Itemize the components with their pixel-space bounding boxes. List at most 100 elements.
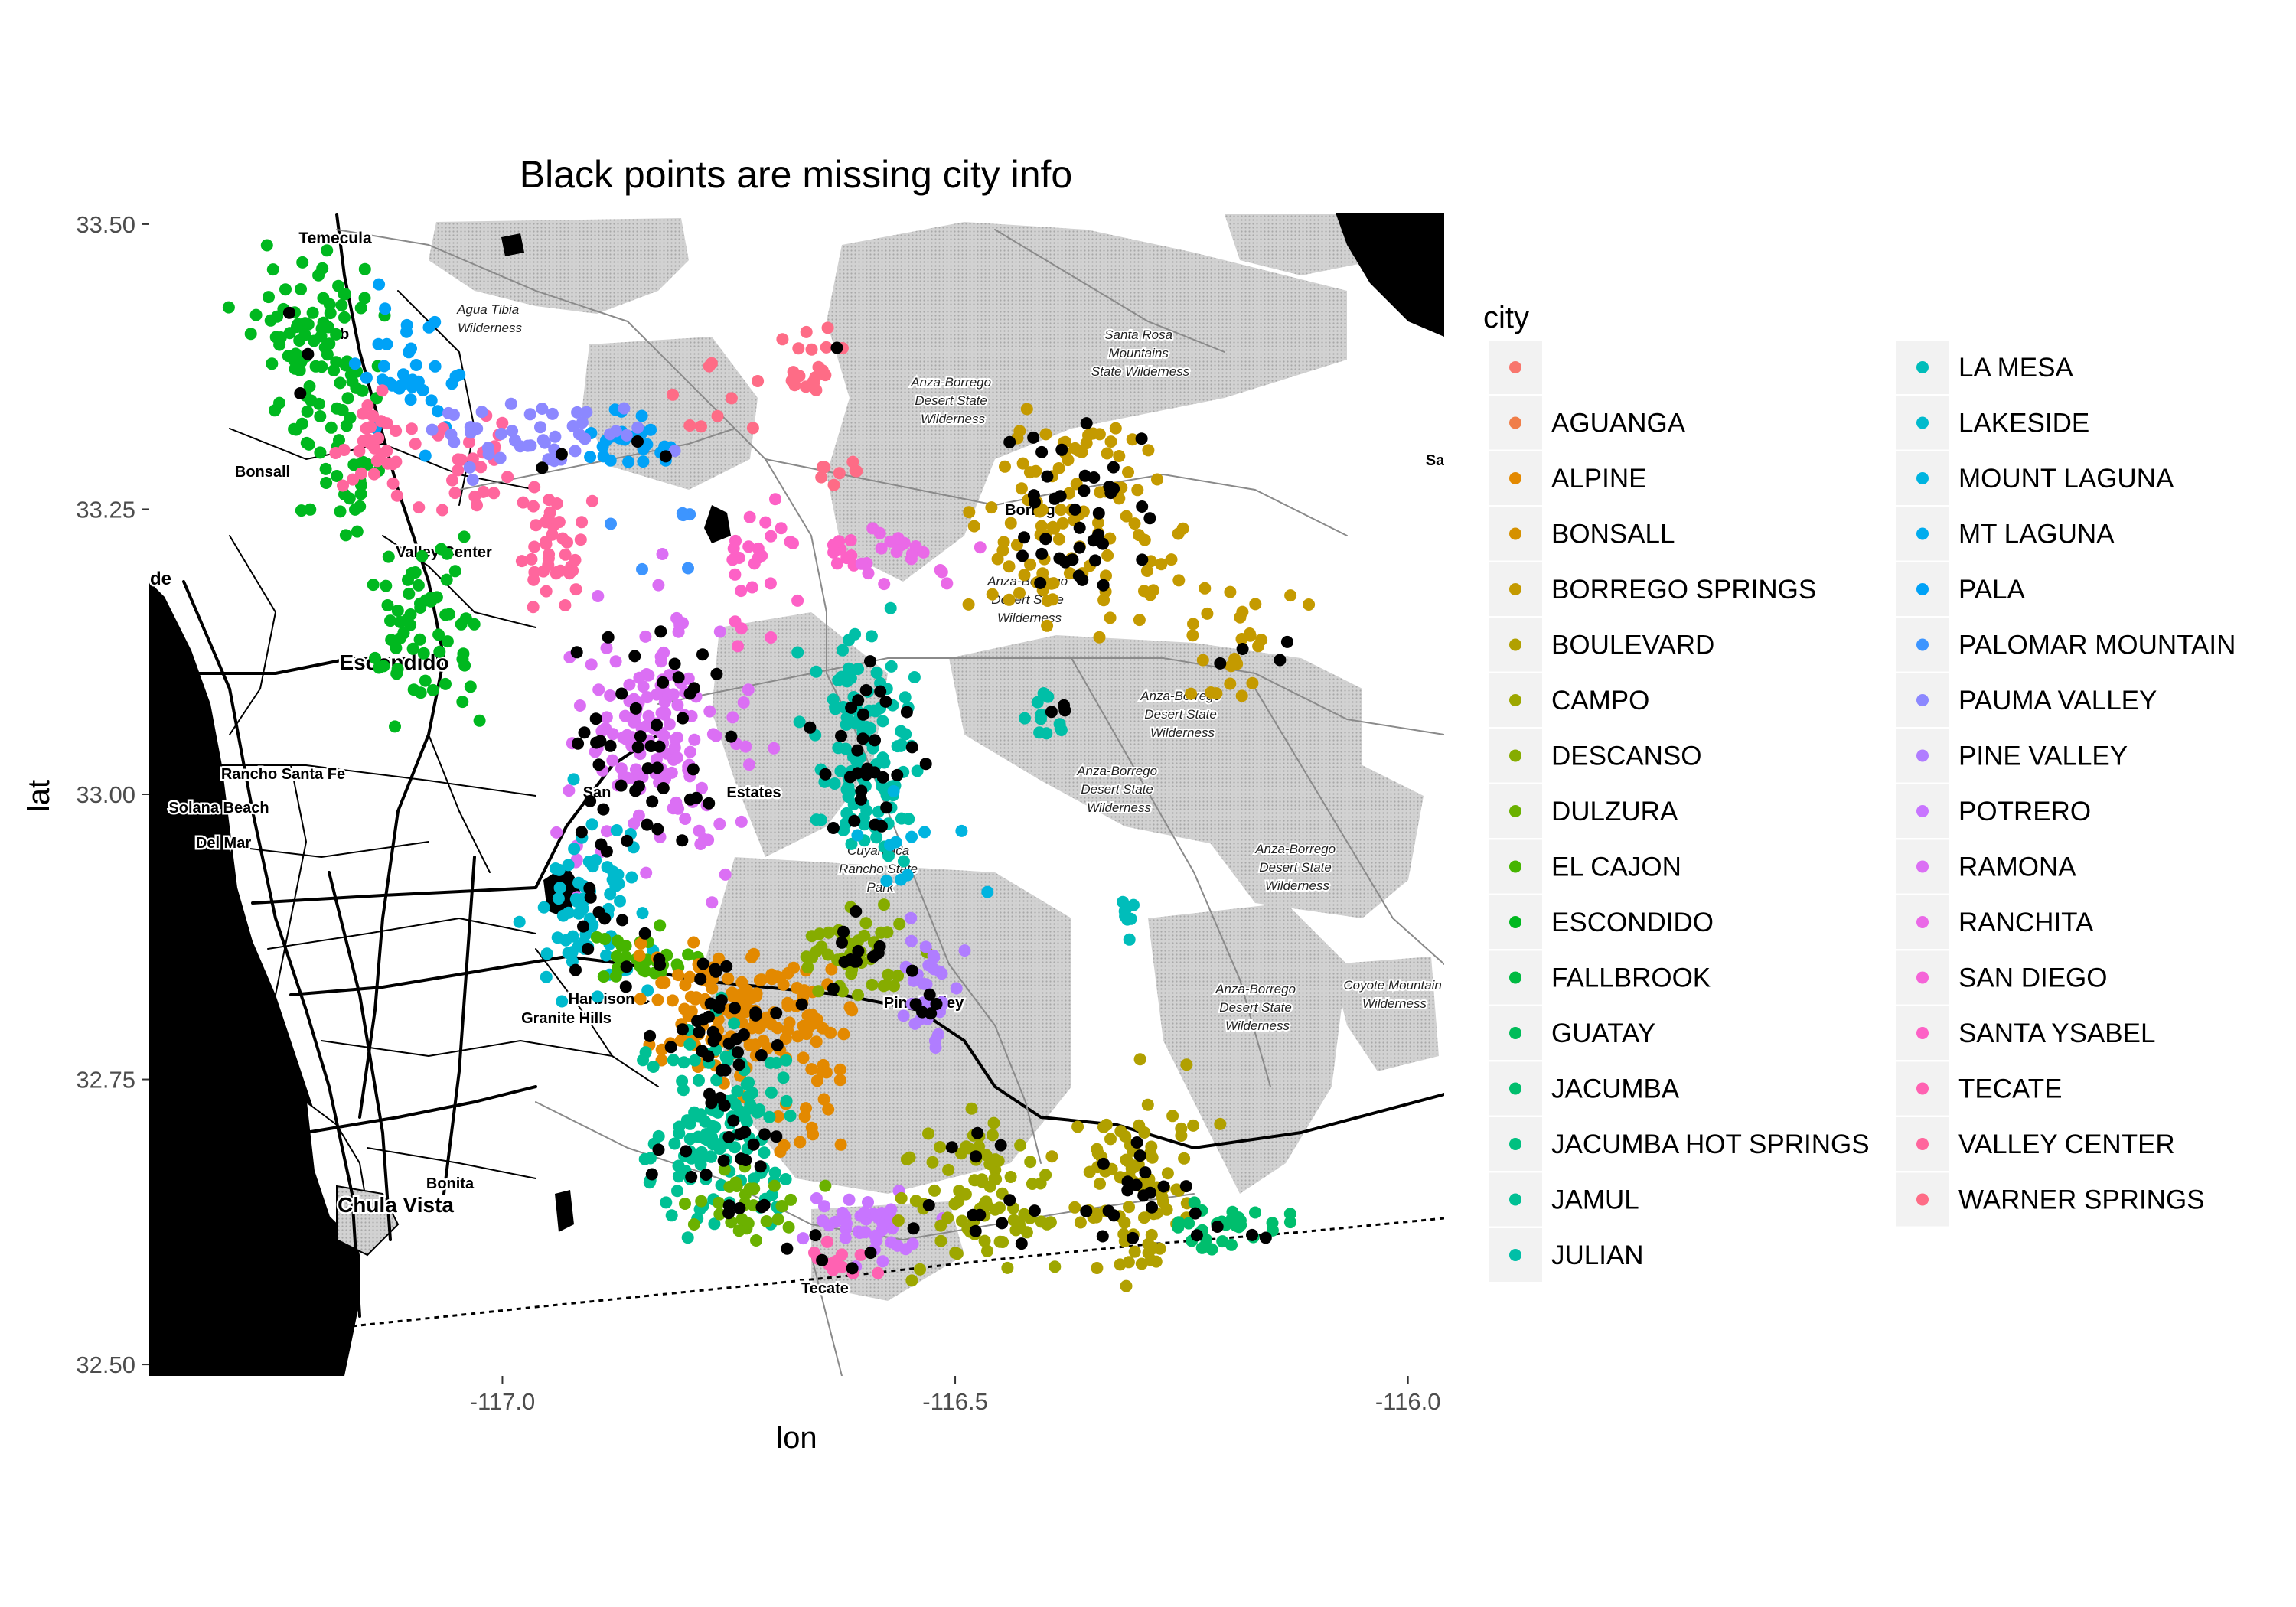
point-missing-city: [1259, 1231, 1272, 1244]
point-escondido: [249, 308, 263, 321]
legend-label: JULIAN: [1551, 1240, 1644, 1270]
point-santa-ysabel: [765, 631, 778, 644]
y-tick-label: 33.50: [76, 211, 135, 238]
hwy-s2: [1071, 657, 1271, 1087]
point-pala: [635, 409, 648, 422]
point-borrego-springs: [1104, 611, 1117, 624]
point-escondido: [315, 322, 328, 335]
point-missing-city: [654, 959, 667, 971]
point-valley-center: [556, 532, 569, 545]
point-tecate: [808, 1247, 820, 1259]
legend-label: FALLBROOK: [1551, 963, 1711, 993]
point-missing-city: [816, 1253, 829, 1266]
point-ramona: [657, 646, 670, 659]
point-pala: [360, 371, 373, 384]
point-escondido: [441, 635, 454, 648]
y-tick-label: 32.50: [76, 1351, 135, 1378]
point-missing-city: [706, 1025, 719, 1038]
point-missing-city: [857, 708, 869, 721]
point-lakeside: [540, 947, 553, 960]
point-ramona: [640, 668, 653, 680]
point-missing-city: [749, 1006, 762, 1019]
point-missing-city: [1041, 470, 1054, 483]
point-julian: [870, 667, 883, 680]
point-borrego-springs: [963, 506, 976, 519]
point-jamul: [728, 1017, 741, 1030]
point-missing-city: [628, 650, 641, 663]
point-missing-city: [555, 448, 568, 461]
point-missing-city: [1092, 528, 1105, 541]
point-warner-springs: [820, 341, 833, 354]
wild-label-coyote: Coyote Mountain Wilderness: [1343, 978, 1445, 1011]
point-warner-springs: [711, 409, 724, 422]
legend-label: SAN DIEGO: [1958, 963, 2107, 993]
point-missing-city: [1015, 1237, 1028, 1250]
point-missing-city: [758, 1198, 771, 1211]
point-lakeside: [610, 824, 623, 836]
point-jacumba: [1249, 1206, 1261, 1219]
lake-2: [704, 505, 731, 543]
point-alpine: [837, 1028, 850, 1041]
point-escondido: [358, 292, 371, 305]
point-missing-city: [657, 782, 670, 794]
point-el-cajon: [639, 965, 651, 978]
point-ranchita: [855, 557, 868, 570]
point-borrego-springs: [1104, 435, 1117, 448]
point-borrego-springs: [1199, 582, 1212, 595]
point-escondido: [391, 605, 404, 617]
point-valley-center: [446, 474, 458, 487]
point-escondido: [473, 714, 486, 727]
point-julian: [860, 804, 873, 817]
point-escondido: [458, 530, 471, 543]
wild-label-anza-6: Anza-Borrego Desert State Wilderness: [1215, 982, 1300, 1033]
point-missing-city: [838, 956, 851, 968]
point-ranchita: [892, 532, 905, 545]
label-sa-fragment: Sa: [1426, 452, 1445, 469]
point-pine-valley: [908, 1017, 921, 1030]
point-escondido: [390, 641, 403, 654]
point-julian: [852, 663, 865, 676]
point-pauma-valley: [426, 423, 439, 436]
point-palomar-mountain: [605, 517, 617, 530]
wilderness-agua-tibia: [429, 218, 689, 314]
point-pauma-valley: [509, 434, 521, 447]
point-jacumba: [1233, 1217, 1246, 1231]
wild-label-santa-rosa: Santa Rosa Mountains State Wilderness: [1091, 328, 1190, 379]
legend-label: AGUANGA: [1551, 409, 1686, 438]
point-valley-center: [347, 473, 359, 486]
point-campo: [1014, 1139, 1027, 1152]
point-descanso: [813, 927, 826, 940]
point-missing-city: [578, 726, 591, 739]
point-alpine: [651, 993, 664, 1006]
point-missing-city: [1104, 487, 1117, 500]
point-escondido: [273, 338, 286, 351]
point-warner-springs: [800, 325, 813, 338]
point-valley-center: [329, 447, 342, 459]
point-pine-valley: [905, 911, 918, 924]
label-tecate: Tecate: [801, 1280, 849, 1297]
point-descanso: [859, 917, 872, 930]
point-missing-city: [1089, 554, 1101, 567]
point-ramona: [697, 833, 710, 846]
point-jamul: [694, 1158, 707, 1171]
point-ramona: [550, 826, 563, 839]
point-julian: [842, 790, 855, 804]
legend-key-dot: [1509, 1193, 1521, 1206]
point-jamul: [660, 1196, 673, 1209]
point-escondido: [222, 301, 235, 314]
point-ramona: [739, 740, 752, 753]
point-ramona: [673, 618, 687, 631]
point-escondido: [457, 647, 470, 660]
point-potrero: [862, 1196, 874, 1208]
point-jamul: [695, 1146, 708, 1159]
point-borrego-springs: [1224, 585, 1237, 598]
point-missing-city: [651, 761, 664, 774]
point-missing-city: [569, 963, 582, 976]
point-ranchita: [875, 542, 888, 555]
point-valley-center: [390, 425, 403, 437]
point-pauma-valley: [536, 434, 550, 447]
point-borrego-springs: [1186, 629, 1199, 642]
point-borrego-springs: [1172, 574, 1186, 587]
point-santa-ysabel: [840, 552, 853, 565]
point-potrero: [840, 1217, 853, 1230]
